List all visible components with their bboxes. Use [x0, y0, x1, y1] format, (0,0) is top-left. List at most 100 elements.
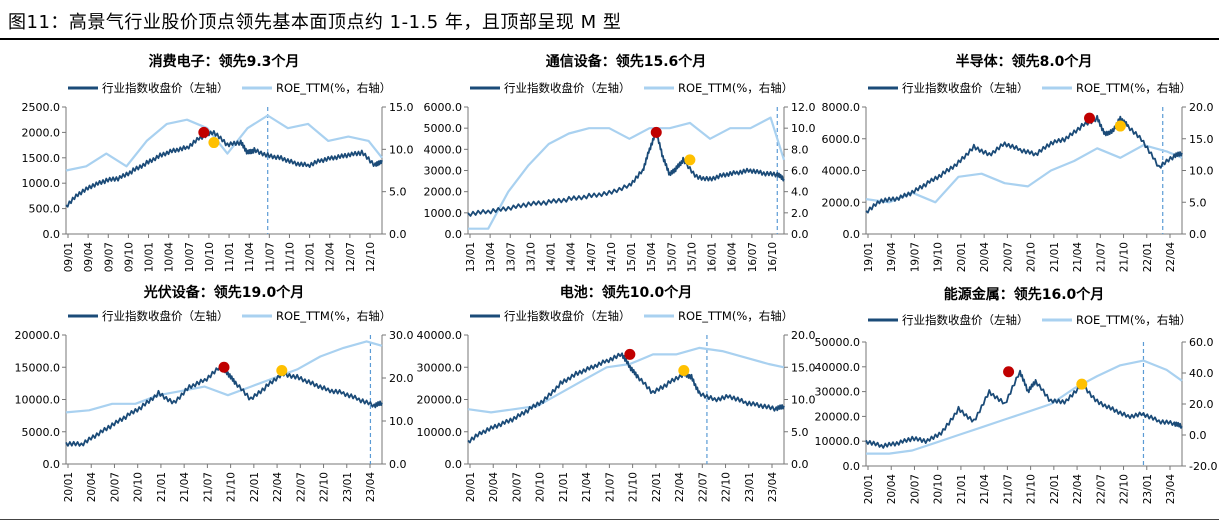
right-tick-label: 5.0 [389, 186, 407, 199]
roe-peak-marker [678, 364, 690, 376]
right-tick-label: 10.0 [791, 394, 816, 407]
x-tick-label: 10/10 [204, 242, 216, 272]
x-tick-label: 20/04 [86, 472, 98, 503]
x-tick-label: 13/10 [525, 242, 537, 272]
left-tick-label: 0.0 [43, 228, 61, 241]
x-tick-label: 15/04 [646, 242, 658, 273]
price-series-line [467, 352, 785, 444]
x-tick-label: 21/07 [1095, 242, 1107, 272]
right-tick-label: 4.0 [791, 186, 809, 199]
x-tick-label: 20/07 [909, 474, 921, 504]
x-tick-label: 13/01 [465, 242, 477, 272]
x-tick-label: 16/01 [707, 242, 719, 272]
x-tick-label: 23/04 [767, 472, 779, 503]
right-tick-label: 10.0 [1189, 165, 1214, 178]
legend-price-label: 行业指数收盘价（左轴） [504, 309, 631, 323]
x-tick-label: 21/07 [202, 472, 214, 502]
x-tick-label: 23/04 [1165, 474, 1177, 505]
x-tick-label: 22/04 [674, 472, 686, 503]
left-tick-label: 15000.0 [15, 361, 61, 374]
chart-legend: 行业指数收盘价（左轴） ROE_TTM(%，右轴） [68, 81, 391, 95]
x-tick-label: 14/10 [606, 242, 618, 272]
x-tick-label: 21/01 [956, 474, 968, 504]
price-peak-marker [650, 126, 662, 138]
x-tick-label: 22/04 [1072, 474, 1084, 505]
right-tick-label: 0.0 [1189, 429, 1207, 442]
right-tick-label: 5.0 [1189, 196, 1207, 209]
left-tick-label: 4000.0 [822, 165, 861, 178]
left-tick-label: 20000.0 [417, 394, 463, 407]
x-tick-label: 23/01 [342, 472, 354, 502]
right-tick-label: 15.0 [791, 361, 816, 374]
chart-title: 半导体：领先8.0个月 [956, 53, 1093, 70]
price-series-line [65, 129, 383, 208]
left-tick-label: 8000.0 [822, 101, 861, 114]
roe-series-line [467, 346, 785, 414]
roe-series-line [866, 359, 1183, 455]
price-peak-marker [1003, 366, 1015, 378]
right-tick-label: 0.0 [791, 458, 809, 471]
chart-title: 光伏设备：领先19.0个月 [143, 284, 305, 301]
right-tick-label: 20.0 [1189, 398, 1214, 411]
x-tick-label: 22/10 [319, 472, 331, 502]
x-tick-label: 20/01 [956, 242, 968, 272]
x-tick-label: 19/01 [863, 242, 875, 272]
left-tick-label: 5000.0 [424, 122, 463, 135]
x-tick-label: 21/04 [179, 472, 191, 503]
left-tick-label: 2000.0 [22, 126, 61, 139]
x-tick-label: 20/07 [109, 472, 121, 502]
left-tick-label: 1000.0 [424, 207, 463, 220]
left-tick-label: 0.0 [843, 460, 861, 473]
chart-title: 通信设备：领先15.6个月 [546, 53, 707, 70]
left-tick-label: 10000.0 [417, 426, 463, 439]
x-tick-label: 12/10 [365, 242, 377, 272]
x-tick-label: 20/10 [535, 472, 547, 502]
x-tick-label: 21/10 [1026, 474, 1038, 504]
right-tick-label: 0.0 [1189, 228, 1207, 241]
right-tick-label: 0.0 [389, 228, 407, 241]
x-tick-label: 12/07 [345, 242, 357, 272]
left-tick-label: 6000.0 [822, 133, 861, 146]
chart-title: 电池：领先10.0个月 [560, 284, 693, 301]
x-tick-label: 12/01 [305, 242, 317, 272]
right-tick-label: 20.0 [1189, 101, 1214, 114]
bottom-divider [0, 519, 1219, 520]
left-tick-label: 40000.0 [815, 361, 861, 374]
left-tick-label: 20000.0 [815, 410, 861, 423]
roe-series-line [65, 340, 383, 414]
right-tick-label: 10.0 [389, 415, 414, 428]
right-tick-label: 0.0 [389, 458, 407, 471]
roe-peak-marker [1076, 378, 1088, 390]
x-tick-label: 10/04 [164, 242, 176, 273]
left-tick-label: 3000.0 [424, 165, 463, 178]
right-tick-label: 5.0 [791, 426, 809, 439]
left-tick-label: 10000.0 [15, 394, 61, 407]
x-tick-label: 14/04 [566, 242, 578, 273]
roe-peak-marker [1114, 120, 1126, 132]
x-tick-label: 19/07 [909, 242, 921, 272]
x-tick-label: 20/01 [863, 474, 875, 504]
x-tick-label: 22/01 [1142, 242, 1154, 272]
right-tick-label: 8.0 [791, 143, 809, 156]
x-tick-label: 22/01 [249, 472, 261, 502]
x-tick-label: 09/07 [103, 242, 115, 272]
x-tick-label: 22/04 [272, 472, 284, 503]
left-tick-label: 0.0 [843, 228, 861, 241]
legend-roe-label: ROE_TTM(%，右轴） [678, 81, 793, 95]
x-tick-label: 21/04 [1072, 242, 1084, 273]
right-tick-label: 10.0 [389, 143, 414, 156]
x-tick-label: 22/07 [697, 472, 709, 502]
x-tick-label: 22/07 [1095, 474, 1107, 504]
left-tick-label: 0.0 [445, 458, 463, 471]
left-tick-label: 4000.0 [424, 143, 463, 156]
x-tick-label: 19/10 [933, 242, 945, 272]
x-tick-label: 16/07 [747, 242, 759, 272]
x-tick-label: 10/01 [144, 242, 156, 272]
left-tick-label: 40000.0 [417, 329, 463, 342]
